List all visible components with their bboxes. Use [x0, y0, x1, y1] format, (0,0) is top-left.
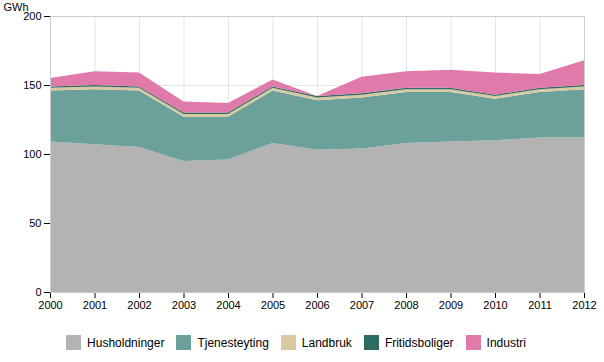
html-text:Tjenesteyting: Tjenesteyting: [197, 335, 269, 350]
svg-text:2001: 2001: [83, 299, 107, 311]
svg-text:50: 50: [29, 217, 41, 229]
svg-text:2003: 2003: [172, 299, 196, 311]
html-text:Husholdninger: Husholdninger: [87, 335, 165, 350]
svg-text:200: 200: [23, 10, 42, 22]
html-text:Landbruk: Landbruk: [301, 335, 352, 350]
svg-text:2012: 2012: [572, 299, 596, 311]
html-text:Fritidsboliger: Fritidsboliger: [384, 335, 454, 350]
svg-text:2004: 2004: [216, 299, 240, 311]
svg-text:2010: 2010: [483, 299, 507, 311]
svg-text:2000: 2000: [38, 299, 62, 311]
html-text:Industri: Industri: [486, 335, 526, 350]
svg-text:150: 150: [23, 79, 41, 91]
svg-text:2008: 2008: [394, 299, 418, 311]
svg-text:2002: 2002: [127, 299, 151, 311]
svg-text:100: 100: [23, 148, 41, 160]
svg-text:2011: 2011: [528, 299, 552, 311]
svg-text:2005: 2005: [261, 299, 285, 311]
svg-text:GWh: GWh: [4, 1, 29, 13]
svg-text:2009: 2009: [439, 299, 463, 311]
svg-text:2007: 2007: [350, 299, 374, 311]
svg-text:2006: 2006: [305, 299, 329, 311]
svg-text:0: 0: [35, 286, 41, 298]
